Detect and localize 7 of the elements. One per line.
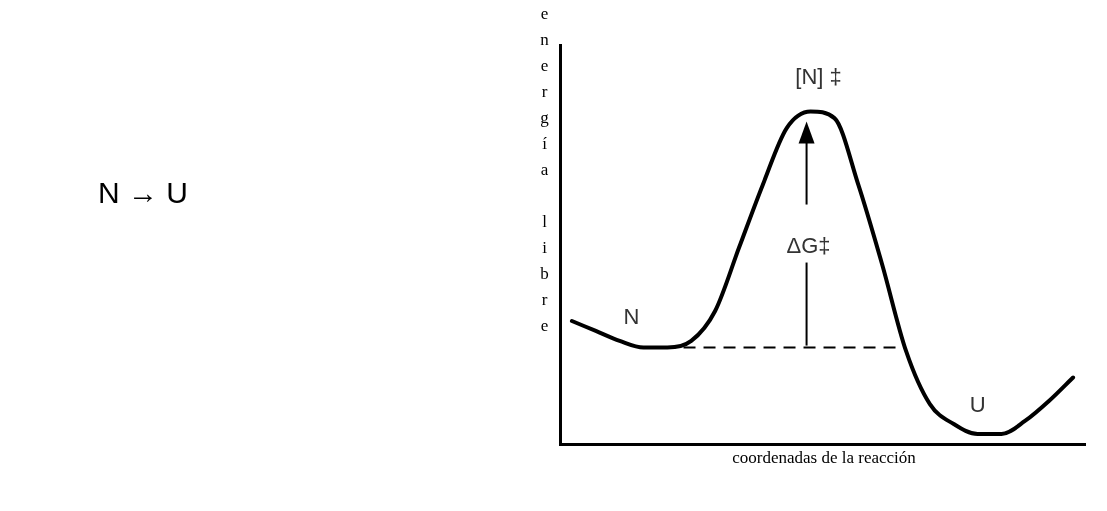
annotation: U xyxy=(969,392,986,418)
y-axis-title: energía libre xyxy=(535,4,554,342)
text: N → U xyxy=(98,176,188,210)
x-axis-title: coordenadas de la reacción xyxy=(731,448,917,468)
annotation: N xyxy=(623,303,640,329)
annotation: ΔG‡ xyxy=(786,232,831,258)
text: [N] ‡ xyxy=(795,63,842,89)
